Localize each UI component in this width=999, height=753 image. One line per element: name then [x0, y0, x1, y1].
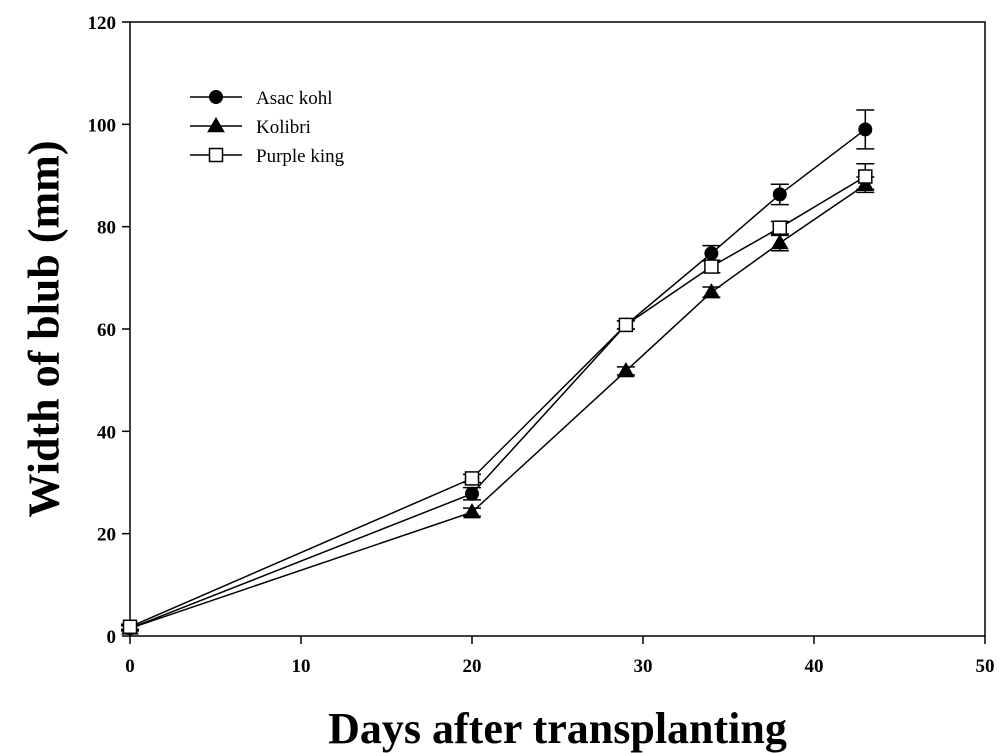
- data-point: [619, 318, 632, 331]
- plot-border: [130, 22, 985, 636]
- y-tick-label: 40: [97, 422, 116, 443]
- legend-item: Kolibri: [190, 117, 311, 138]
- data-point: [859, 123, 872, 136]
- legend-label: Asac kohl: [256, 88, 333, 109]
- data-point: [703, 284, 719, 298]
- y-tick-label: 100: [88, 115, 117, 136]
- data-point: [124, 620, 137, 633]
- data-point: [466, 472, 479, 485]
- x-tick-label: 30: [634, 656, 653, 677]
- legend-marker: [210, 91, 223, 104]
- series-line: [130, 129, 865, 628]
- series-layer: [121, 110, 874, 635]
- data-point: [705, 247, 718, 260]
- x-tick-label: 50: [976, 656, 995, 677]
- plot-frame: [130, 22, 985, 636]
- legend-marker: [210, 149, 223, 162]
- series-asac-kohl: [121, 110, 874, 635]
- legend: Asac kohl Kolibri Purple king: [190, 88, 345, 167]
- data-point: [773, 188, 786, 201]
- series-line: [130, 177, 865, 627]
- data-point: [773, 221, 786, 234]
- data-point: [859, 170, 872, 183]
- legend-item: Purple king: [190, 146, 345, 167]
- legend-item: Asac kohl: [190, 88, 333, 109]
- y-tick-label: 120: [88, 13, 117, 34]
- x-tick-label: 20: [463, 656, 482, 677]
- series-kolibri: [121, 177, 874, 634]
- x-tick-label: 40: [805, 656, 824, 677]
- y-tick-label: 60: [97, 320, 116, 341]
- legend-marker: [208, 118, 224, 132]
- x-axis-title: Days after transplanting: [328, 704, 787, 753]
- y-axis: 0 20 40 60 80 100 120: [88, 13, 131, 648]
- series-purple-king: [121, 164, 874, 634]
- y-tick-label: 20: [97, 525, 116, 546]
- series-line: [130, 185, 865, 629]
- x-axis: 0 10 20 30 40 50: [125, 636, 994, 677]
- y-tick-label: 80: [97, 218, 116, 239]
- legend-label: Purple king: [256, 146, 345, 167]
- data-point: [466, 487, 479, 500]
- x-tick-label: 10: [292, 656, 311, 677]
- y-axis-title: Width of blub (mm): [20, 141, 69, 518]
- data-point: [705, 260, 718, 273]
- y-tick-label: 0: [107, 627, 117, 648]
- data-point: [772, 235, 788, 249]
- x-tick-label: 0: [125, 656, 135, 677]
- legend-label: Kolibri: [256, 117, 311, 138]
